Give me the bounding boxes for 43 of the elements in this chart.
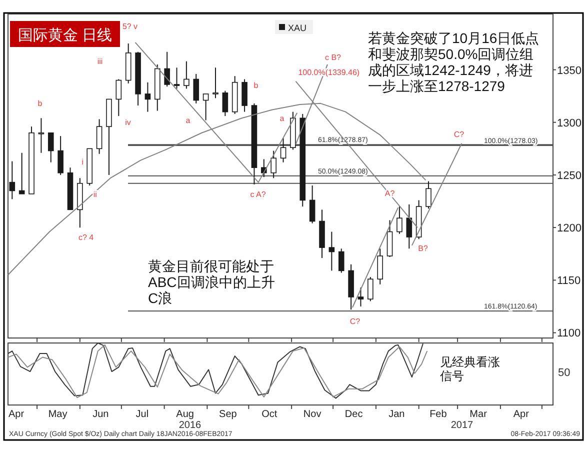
annotation: c? 4 [78,233,94,242]
annotation: c A? [250,190,266,199]
annotation: 若黄金突破了10月16日低点和斐波那契50.0%回调位组成的区域1242-1249，将进一步上涨至1278-1279 [368,30,540,94]
x-tick-label: Jul [136,409,149,420]
annotation: C? [454,130,465,139]
x-tick-label: Apr [8,409,25,420]
x-tick-label: Apr [513,409,530,420]
annotation: c B? [324,53,342,62]
annotation: 黄金目前很可能处于ABC回调浪中的上升C浪 [148,258,276,306]
x-tick-label: Aug [176,409,194,420]
x-tick-label: Dec [344,409,363,420]
annotation: ii [93,190,98,200]
y-tick-label: 1100 [557,328,581,340]
annotation: B? [418,244,428,253]
x-tick-label: Mar [470,409,488,420]
legend: XAU [275,20,313,34]
y-tick-label: 1300 [557,117,582,130]
text: 50 [558,367,570,379]
x-tick-label: Feb [430,409,448,420]
y-tick-label: 1200 [557,222,582,235]
text: 2016 [178,420,202,431]
text: 2017 [450,420,474,431]
annotation: b [38,99,43,108]
x-tick-label: Jan [388,409,405,420]
annotation: a [280,114,285,123]
y-tick-label: 1250 [557,170,582,182]
y-tick-label: 1350 [557,64,582,77]
annotation: iv [125,118,131,127]
annotation: 见经典看涨信号 [440,355,501,384]
x-tick-label: Oct [262,409,278,420]
text: 国际黄金 日线 [18,27,112,44]
annotation: iii [97,57,103,66]
legend-label: XAU [288,23,307,33]
x-tick-label: May [48,409,68,420]
annotation: i [82,157,84,166]
annotation: C? [350,317,361,326]
annotation: 5? v [122,22,138,31]
x-tick-label: Nov [303,409,322,420]
annotation: a [186,116,191,125]
x-tick-label: Jun [92,409,109,420]
y-tick-label: 1150 [557,275,581,288]
annotation: b [254,81,259,90]
x-tick-label: Sep [219,409,238,420]
